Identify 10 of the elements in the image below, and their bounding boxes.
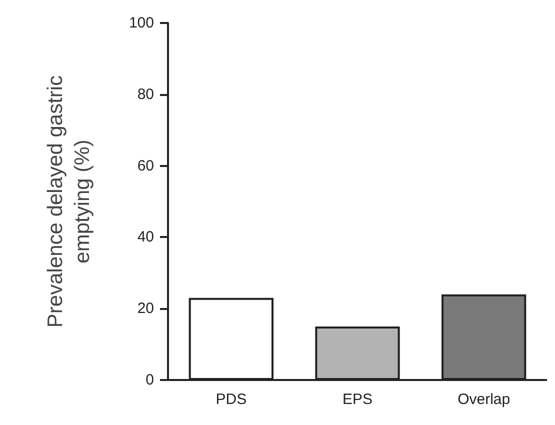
- x-tick-label: PDS: [216, 391, 247, 408]
- y-tick-label: 0: [146, 372, 154, 388]
- y-tick-label: 100: [128, 14, 154, 32]
- y-tick-label: 80: [137, 86, 154, 103]
- x-tick-label: EPS: [342, 391, 373, 408]
- y-tick-label: 60: [137, 157, 154, 174]
- x-tick-label: Overlap: [458, 391, 510, 408]
- y-tick-label: 40: [137, 228, 154, 246]
- y-axis-title: Prevalence delayed gastric emptying (%): [44, 75, 94, 328]
- y-tick-label: 20: [137, 300, 154, 318]
